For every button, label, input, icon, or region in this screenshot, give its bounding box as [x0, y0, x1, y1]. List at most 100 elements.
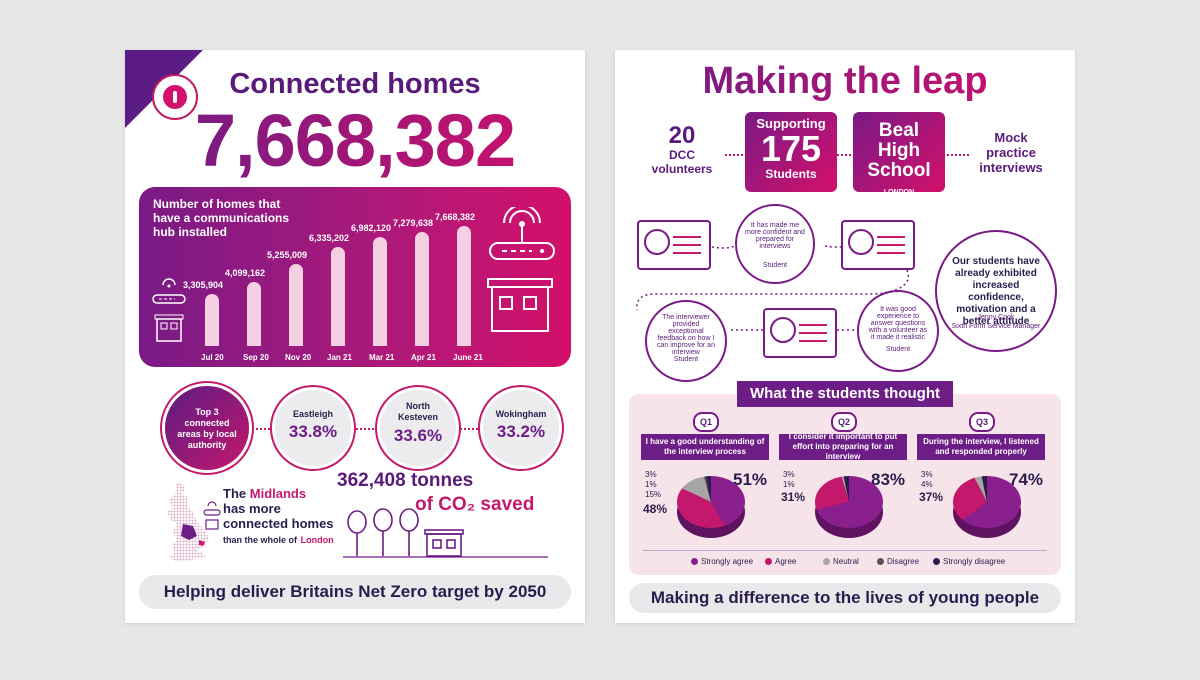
area-circle-1: Eastleigh 33.8% — [275, 390, 351, 466]
top3-label: Top 3 connected areas by local authority — [177, 407, 237, 450]
hub-icon-tiny — [203, 501, 221, 530]
pct-small: 1% — [783, 480, 795, 489]
pie-slice — [677, 488, 726, 528]
area-name: Eastleigh — [292, 409, 333, 419]
quote-bubble-1: It has made me more confident and prepar… — [735, 204, 815, 284]
question-number: Q3 — [969, 412, 995, 432]
pct-agree: 37% — [919, 490, 944, 504]
bar — [289, 263, 303, 346]
net-zero-banner: Helping deliver Britains Net Zero target… — [139, 575, 571, 609]
quote-author: Student — [762, 262, 788, 269]
bar-value-label: 6,335,202 — [309, 233, 350, 244]
bar-category-label: June 21 — [453, 353, 483, 362]
volunteers-number: 20 — [668, 122, 696, 149]
making-the-leap-panel: Making the leap 20 DCC volunteers Suppor… — [615, 50, 1075, 623]
school-stat-box: Beal High School LONDON — [853, 112, 945, 196]
midlands-line4: than the whole of — [223, 535, 297, 545]
pie-slice — [816, 476, 883, 528]
pie-slice — [705, 476, 711, 502]
legend-swatch — [691, 558, 698, 565]
pie-chart — [677, 476, 745, 538]
pie-slice — [841, 476, 849, 502]
bar — [457, 226, 471, 346]
legend-item: Neutral — [823, 557, 859, 566]
id-card-icon — [841, 220, 915, 270]
area-name: North Kesteven — [397, 401, 439, 422]
big-quote-author: Jenny Cook — [977, 314, 1015, 321]
big-quote-text: Our students have already exhibited incr… — [952, 256, 1040, 327]
bar — [331, 247, 345, 346]
pct-agree: 48% — [643, 502, 668, 516]
bar-value-label: 3,305,904 — [183, 280, 224, 291]
area-value: 33.6% — [393, 426, 443, 445]
legend-item: Agree — [765, 557, 796, 566]
trees-house-illustration — [343, 508, 548, 558]
co2-label: of CO₂ saved — [415, 494, 535, 515]
uk-map-icon — [167, 482, 209, 562]
bar-category-label: Nov 20 — [285, 353, 312, 362]
big-quote-role: Sixth Form Service Manager — [951, 323, 1041, 330]
bar — [373, 236, 387, 346]
quote-bubble-2: The interviewer provided exceptional fee… — [645, 300, 727, 382]
legend-label: Strongly agree — [701, 557, 754, 566]
legend-swatch — [765, 558, 772, 565]
pct-small: 1% — [645, 480, 657, 489]
midlands-statement: The Midlands has more connected homes th… — [223, 486, 353, 548]
pct-strongly-agree: 51% — [733, 470, 768, 489]
pie-slice — [815, 476, 849, 510]
hub-icon-large — [487, 207, 555, 332]
bar — [247, 281, 261, 346]
legend-divider — [643, 550, 1047, 551]
area-name: Wokingham — [495, 409, 547, 419]
pct-small: 3% — [921, 470, 933, 479]
midlands-line3: connected homes — [223, 516, 334, 531]
bar-value-label: 7,668,382 — [435, 212, 476, 223]
pct-small: 15% — [645, 490, 662, 499]
pie-slice — [981, 476, 987, 502]
students-number: 175 — [760, 128, 822, 169]
page-title: Making the leap — [615, 60, 1075, 103]
co2-amount: 362,408 tonnes — [337, 470, 474, 491]
id-card-icon — [637, 220, 711, 270]
pie-slice — [703, 476, 711, 502]
question-number: Q1 — [693, 412, 719, 432]
midlands-the: The — [223, 486, 247, 501]
legend-label: Agree — [775, 557, 797, 566]
footer-banner: Making a difference to the lives of youn… — [629, 583, 1061, 613]
quote-text: It was good experience to answer questio… — [868, 306, 928, 341]
area-value: 33.8% — [288, 422, 338, 441]
legend-label: Strongly disagree — [943, 557, 1006, 566]
bar-category-label: Jan 21 — [327, 353, 352, 362]
dcc-decoded-logo — [152, 74, 198, 120]
bar-value-label: 6,982,120 — [351, 222, 392, 233]
quote-text: It has made me more confident and prepar… — [745, 222, 805, 250]
legend-item: Disagree — [877, 557, 919, 566]
bar-value-label: 7,279,638 — [393, 218, 434, 229]
area-circle-2: North Kesteven 33.6% — [380, 390, 456, 466]
volunteers-stat: 20 DCC volunteers — [639, 122, 725, 177]
quote-author: Student — [673, 356, 699, 363]
midlands-region: Midlands — [249, 486, 307, 501]
pie-slice — [974, 476, 987, 502]
top3-circle: Top 3 connected areas by local authority — [165, 386, 249, 470]
survey-title: What the students thought — [737, 381, 953, 407]
question-text: I consider it important to put effort in… — [779, 432, 907, 461]
question-text: I have a good understanding of the inter… — [641, 434, 769, 460]
school-name: Beal High School — [867, 120, 931, 181]
pct-small: 4% — [921, 480, 933, 489]
homes-bar-chart: Number of homes that have a communicatio… — [139, 187, 571, 367]
hub-icon-small — [152, 278, 186, 342]
midlands-london: London — [300, 535, 334, 545]
pct-strongly-agree: 74% — [1009, 470, 1044, 489]
bar-value-label: 4,099,162 — [225, 267, 266, 278]
midlands-line2: has more — [223, 501, 281, 516]
pct-small: 3% — [645, 470, 657, 479]
bar-value-label: 5,255,009 — [267, 249, 308, 260]
area-value: 33.2% — [496, 422, 546, 441]
pct-strongly-agree: 83% — [871, 470, 906, 489]
area-circle-3: Wokingham 33.2% — [483, 390, 559, 466]
total-homes-number: 7,668,382 — [125, 98, 585, 183]
pie-chart — [815, 476, 883, 538]
students-stat-box: Supporting 175 Students — [745, 112, 837, 192]
pct-agree: 31% — [781, 490, 806, 504]
